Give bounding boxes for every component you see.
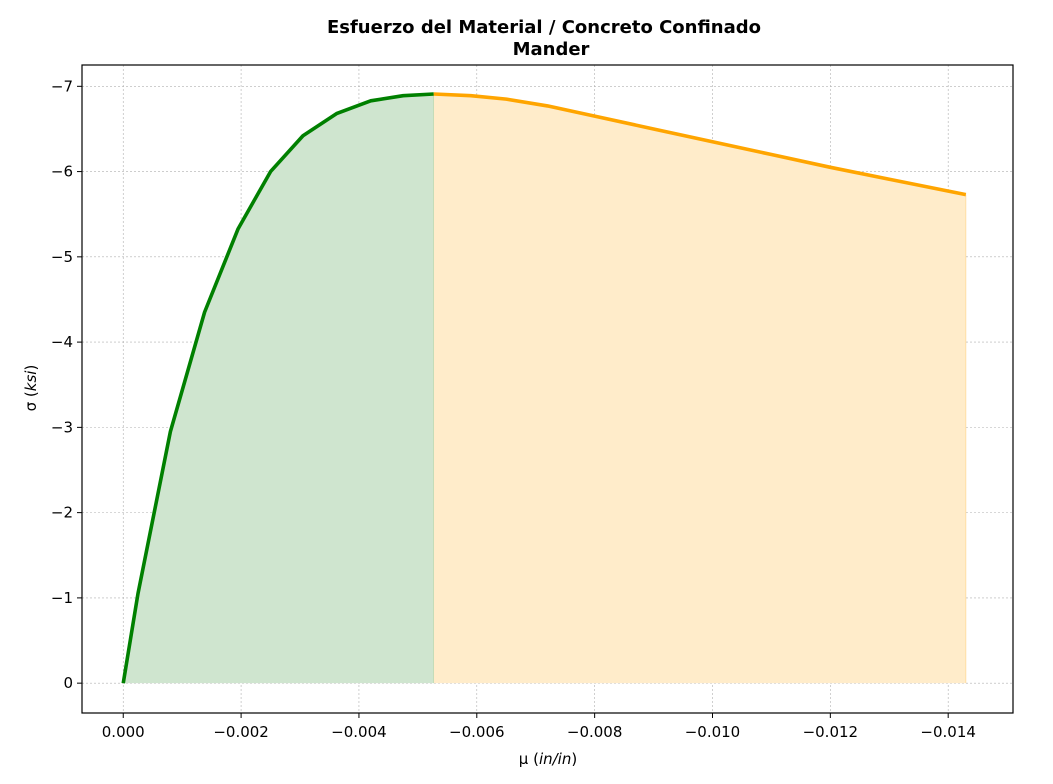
y-tick-label: −3 bbox=[51, 418, 73, 436]
y-axis-label-unit: ksi bbox=[22, 370, 40, 392]
y-tick-label: −4 bbox=[51, 333, 73, 351]
y-axis-label-suffix: ) bbox=[22, 365, 40, 371]
series-1-line bbox=[121, 92, 434, 684]
x-tick-label: −0.012 bbox=[803, 723, 859, 741]
series-2-line bbox=[433, 92, 967, 197]
x-tick-label: −0.004 bbox=[331, 723, 387, 741]
x-tick-label: −0.006 bbox=[449, 723, 505, 741]
area-fills bbox=[123, 93, 967, 684]
y-tick-label: −2 bbox=[51, 504, 73, 522]
y-tick-label: −6 bbox=[51, 163, 73, 181]
x-axis-ticks: 0.000 −0.002 −0.004 −0.006 −0.008 −0.010 −0.01… bbox=[102, 713, 976, 741]
x-tick-label: −0.008 bbox=[567, 723, 623, 741]
x-axis-label-suffix: ) bbox=[571, 750, 577, 768]
y-tick-label: −5 bbox=[51, 248, 73, 266]
x-tick-label: −0.014 bbox=[920, 723, 976, 741]
x-tick-label: 0.000 bbox=[102, 723, 145, 741]
y-axis-ticks: 0 −1 −2 −3 −4 −5 −6 −7 bbox=[51, 77, 82, 692]
chart-title: Esfuerzo del Material / Concreto Confina… bbox=[327, 17, 761, 38]
plot-frame bbox=[81, 64, 1014, 714]
series-1-area bbox=[123, 93, 434, 684]
x-tick-label: −0.002 bbox=[213, 723, 269, 741]
x-tick-label: −0.010 bbox=[685, 723, 741, 741]
chart-subtitle: Mander bbox=[513, 39, 590, 60]
x-axis-label-unit: in/in bbox=[539, 750, 571, 768]
x-axis-label-prefix: μ ( bbox=[519, 750, 539, 768]
x-axis-label: μ (in/in) bbox=[519, 750, 577, 768]
series-2-area bbox=[433, 93, 966, 684]
y-axis-label: σ (ksi) bbox=[22, 365, 40, 412]
y-tick-label: 0 bbox=[63, 674, 73, 692]
y-tick-label: −7 bbox=[51, 77, 73, 95]
series-lines bbox=[121, 92, 967, 684]
y-tick-label: −1 bbox=[51, 589, 73, 607]
y-axis-label-prefix: σ ( bbox=[22, 391, 40, 411]
